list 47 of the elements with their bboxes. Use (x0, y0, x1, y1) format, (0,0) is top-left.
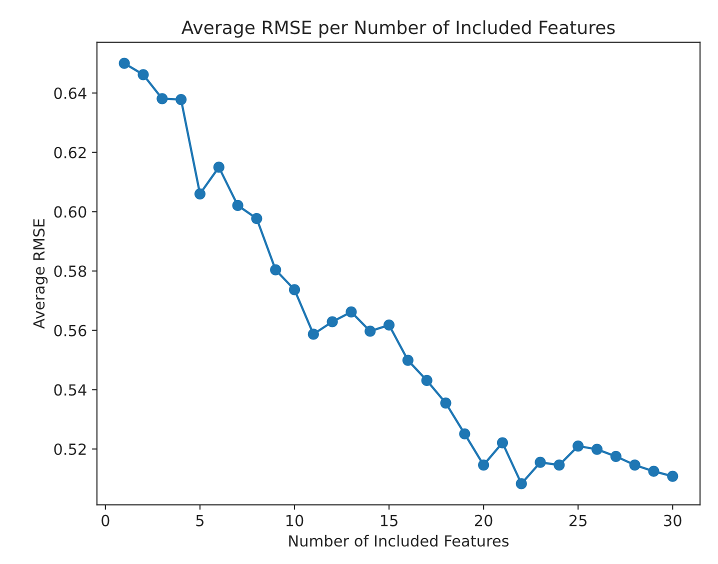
point (440, 397, 452, 409)
point (572, 440, 584, 452)
y-tick-label: 0.56 (54, 324, 86, 336)
point (288, 284, 300, 296)
y-tick-label: 0.58 (54, 265, 86, 278)
point (516, 478, 527, 490)
point (270, 264, 282, 276)
point (496, 437, 508, 448)
point (308, 328, 319, 340)
x-axis-title: Number of Included Features (289, 534, 509, 547)
y-tick-label: 0.62 (54, 146, 86, 158)
point (629, 459, 640, 471)
chart-title: Average RMSE per Number of Included Features (181, 20, 615, 38)
point (326, 316, 338, 328)
x-tick-label: 25 (570, 514, 586, 526)
point (402, 354, 414, 366)
point (421, 374, 432, 386)
y-axis-title: Average RMSE (33, 219, 48, 329)
y-tick-label: 0.60 (54, 206, 86, 218)
point (213, 162, 224, 173)
point (667, 470, 678, 482)
point (534, 456, 546, 468)
x-tick-label: 5 (196, 514, 204, 526)
point (118, 58, 130, 69)
x-tick-label: 0 (102, 514, 110, 526)
point (383, 319, 395, 331)
point (648, 466, 660, 477)
x-tick-label: 30 (664, 514, 682, 526)
point (459, 428, 470, 440)
y-tick-label: 0.52 (54, 443, 86, 456)
point (176, 94, 187, 106)
point (194, 188, 206, 200)
y-tick-label: 0.54 (54, 384, 86, 396)
point (478, 459, 490, 471)
point (346, 306, 357, 318)
point (364, 326, 376, 337)
point (554, 459, 565, 471)
x-tick-label: 10 (286, 514, 304, 526)
point (232, 200, 244, 212)
x-tick-label: 15 (380, 514, 398, 526)
point (591, 444, 603, 455)
y-tick-label: 0.64 (54, 87, 86, 100)
point (251, 212, 262, 224)
point (138, 69, 149, 80)
point (610, 450, 622, 462)
x-tick-label: 20 (474, 514, 492, 526)
point (156, 93, 168, 104)
